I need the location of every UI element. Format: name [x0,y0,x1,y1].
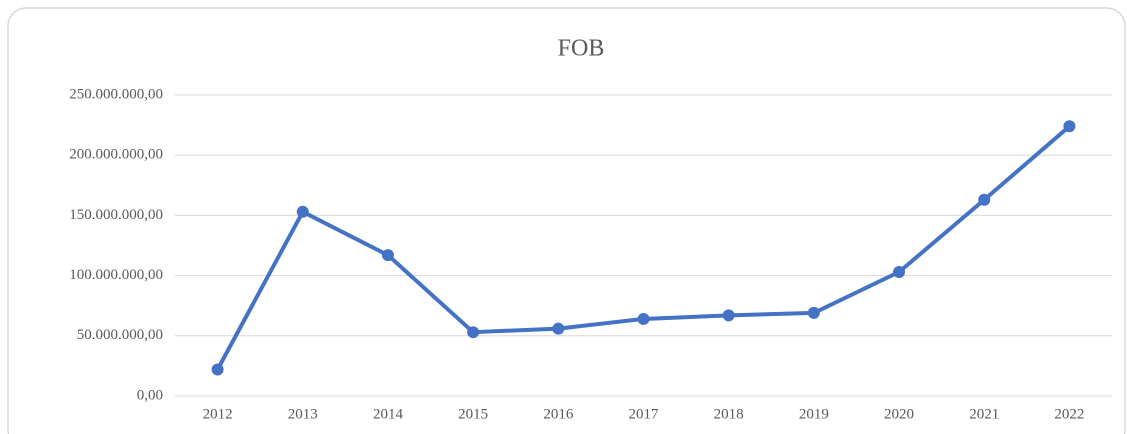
x-tick-label: 2019 [799,406,829,422]
data-point [637,312,650,325]
x-tick-label: 2020 [884,406,914,422]
x-tick-label: 2012 [203,406,233,422]
x-tick-label: 2015 [458,406,488,422]
data-point [807,306,820,319]
y-tick-label: 100.000.000,00 [69,267,163,283]
data-point [467,326,480,339]
data-point [211,363,224,376]
chart-frame [7,7,1126,434]
data-point [381,249,394,262]
data-point [552,322,565,335]
y-tick-label: 150.000.000,00 [69,207,163,223]
data-point [1063,120,1076,133]
x-tick-label: 2013 [288,406,318,422]
x-tick-label: 2016 [543,406,574,422]
x-tick-label: 2021 [969,406,999,422]
data-point [296,205,309,218]
y-tick-label: 200.000.000,00 [69,147,163,163]
y-tick-label: 0,00 [137,387,163,403]
y-tick-label: 50.000.000,00 [77,327,163,343]
y-tick-label: 250.000.000,00 [69,86,163,102]
x-tick-label: 2022 [1054,406,1084,422]
x-tick-label: 2017 [629,406,660,422]
x-tick-label: 2018 [714,406,744,422]
data-point [722,309,735,322]
data-point [893,265,906,278]
chart-title: FOB [558,36,605,62]
x-tick-label: 2014 [373,406,404,422]
data-point [978,193,991,206]
